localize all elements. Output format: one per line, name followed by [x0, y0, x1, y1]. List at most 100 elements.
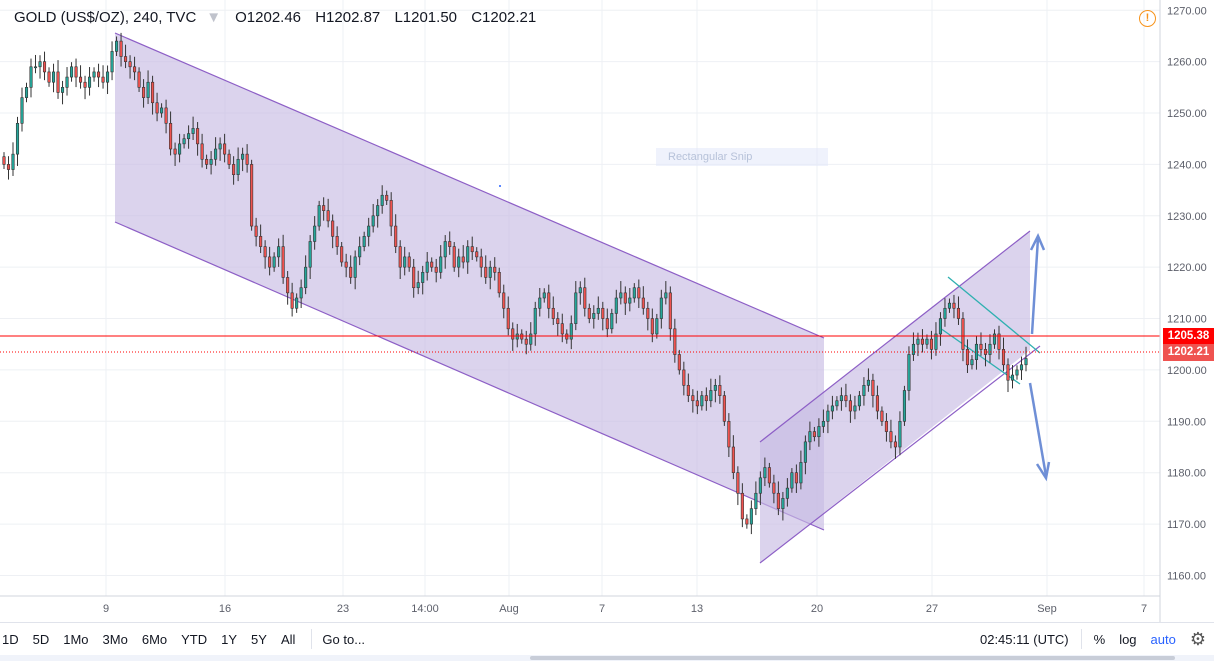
range-ytd-button[interactable]: YTD	[181, 631, 208, 647]
candle	[524, 330, 528, 355]
chart-legend: GOLD (US$/OZ), 240, TVC ▼ O1202.46 H1202…	[0, 0, 546, 34]
candle	[20, 87, 24, 132]
candle	[556, 312, 560, 336]
candle	[988, 334, 992, 363]
candle	[871, 373, 875, 408]
range-1d-button[interactable]: 1D	[2, 631, 19, 647]
auto-scale-button[interactable]: auto	[1150, 631, 1176, 647]
log-scale-button[interactable]: log	[1119, 631, 1137, 647]
utc-clock[interactable]: 02:45:11 (UTC)	[979, 631, 1069, 647]
x-tick-label: 14:00	[411, 603, 439, 615]
candle	[187, 125, 191, 149]
x-tick-label: 20	[811, 603, 823, 615]
candle	[799, 450, 803, 490]
candle	[736, 466, 740, 506]
candle	[875, 385, 879, 420]
range-5y-button[interactable]: 5Y	[251, 631, 267, 647]
candle	[668, 286, 672, 341]
percent-scale-button[interactable]: %	[1093, 631, 1106, 647]
candle	[331, 214, 335, 249]
candle	[101, 65, 105, 89]
candle	[520, 329, 524, 344]
candle	[776, 481, 780, 516]
candle	[826, 404, 830, 434]
candle	[997, 325, 1001, 360]
y-tick-label: 1160.00	[1167, 570, 1206, 582]
candle	[1010, 365, 1015, 389]
candle	[817, 418, 821, 447]
candle	[709, 378, 713, 408]
candle	[758, 471, 762, 506]
candle	[362, 231, 366, 252]
candle	[358, 236, 362, 266]
candle	[893, 435, 897, 459]
y-tick-label: 1230.00	[1167, 211, 1207, 223]
candle	[169, 111, 173, 156]
range-6mo-button[interactable]: 6Mo	[141, 631, 168, 647]
ohlc-values: O1202.46 H1202.87 L1201.50 C1202.21	[235, 9, 546, 26]
go-to-button[interactable]: Go to...	[322, 631, 366, 647]
candle	[119, 32, 123, 67]
candle	[664, 281, 668, 305]
candle	[205, 154, 209, 170]
candle	[353, 250, 357, 290]
candle	[385, 190, 389, 206]
candle	[403, 246, 407, 276]
candle	[722, 390, 726, 426]
x-tick-label: 16	[219, 603, 231, 615]
candle	[713, 378, 717, 403]
candle	[1024, 346, 1028, 372]
candle	[97, 63, 101, 88]
candle	[457, 248, 461, 278]
range-1mo-button[interactable]: 1Mo	[63, 631, 89, 647]
range-all-button[interactable]: All	[280, 631, 296, 647]
candle	[137, 67, 141, 92]
gear-icon[interactable]: ⚙	[1189, 628, 1206, 649]
candle	[295, 293, 299, 313]
candle	[497, 267, 501, 298]
candle	[178, 133, 182, 163]
candle	[389, 192, 393, 237]
candle	[286, 271, 290, 305]
alert-icon[interactable]: !	[1139, 10, 1156, 27]
hline-price-tag: 1205.38	[1163, 328, 1214, 345]
candle	[335, 226, 339, 255]
chart-overlays	[0, 185, 1160, 482]
range-5d-button[interactable]: 5D	[32, 631, 50, 647]
candle	[69, 62, 74, 82]
candle	[33, 54, 38, 74]
time-scrollbar-thumb[interactable]	[530, 656, 1175, 660]
symbol-label[interactable]: GOLD (US$/OZ), 240, TVC	[14, 8, 197, 26]
candle	[439, 245, 443, 279]
rectangular-snip-ghost: Rectangular Snip	[656, 148, 828, 166]
candle	[398, 240, 402, 279]
candle	[232, 156, 236, 185]
candle	[907, 346, 911, 401]
candle	[51, 63, 56, 93]
candle	[704, 387, 708, 411]
candle	[614, 289, 618, 324]
candle	[452, 241, 456, 272]
candle	[569, 315, 573, 350]
arrow-up-icon	[1029, 233, 1046, 335]
candle	[754, 481, 758, 516]
range-3mo-button[interactable]: 3Mo	[102, 631, 128, 647]
candle	[160, 103, 164, 118]
candle	[92, 67, 96, 82]
y-tick-label: 1260.00	[1167, 57, 1207, 69]
candle	[673, 318, 677, 363]
candle	[781, 491, 785, 521]
candle	[682, 361, 686, 396]
range-1y-button[interactable]: 1Y	[221, 631, 238, 647]
candle	[506, 296, 510, 336]
candle	[88, 67, 92, 96]
candle	[587, 303, 591, 324]
candle	[839, 387, 843, 411]
candle	[574, 281, 578, 331]
candle	[763, 457, 767, 487]
candle	[628, 287, 632, 312]
candle	[475, 247, 479, 262]
toolbar-divider	[1080, 629, 1082, 649]
candle	[862, 377, 866, 406]
